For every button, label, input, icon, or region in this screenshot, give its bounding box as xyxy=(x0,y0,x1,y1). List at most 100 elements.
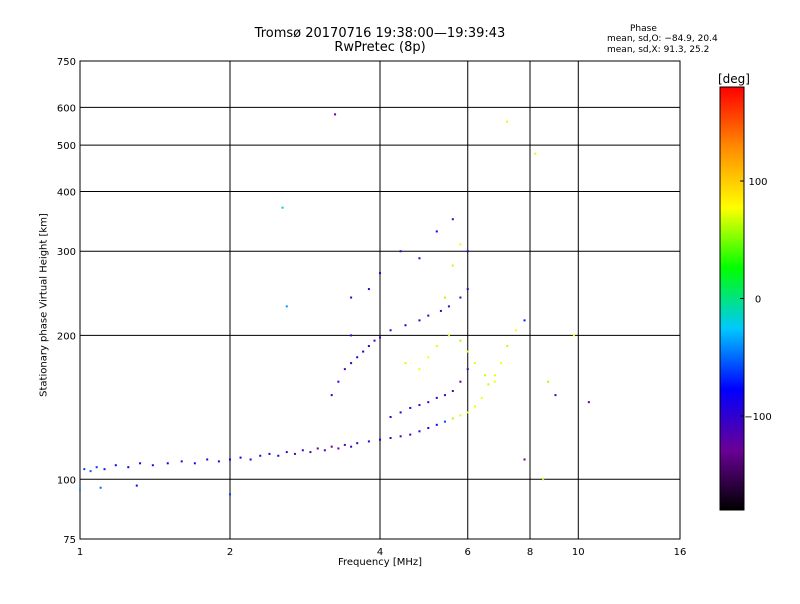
data-point xyxy=(399,411,402,414)
data-point xyxy=(249,458,252,461)
y-tick-label: 400 xyxy=(57,187,76,198)
data-point xyxy=(239,456,242,459)
y-tick-label: 100 xyxy=(57,475,76,486)
y-tick-label: 500 xyxy=(57,141,76,152)
data-point xyxy=(447,305,450,308)
data-point xyxy=(337,447,340,450)
x-tick-label: 4 xyxy=(377,547,383,558)
data-point xyxy=(443,420,446,423)
data-point xyxy=(466,411,469,414)
data-point xyxy=(418,319,421,322)
colorbar: 100 0 −100 xyxy=(719,86,772,511)
data-point xyxy=(493,374,496,377)
x-tick-label: 1 xyxy=(77,547,83,558)
data-point xyxy=(89,470,92,473)
data-point xyxy=(399,435,402,438)
y-tick-label: 600 xyxy=(57,103,76,114)
data-point xyxy=(285,305,288,308)
data-point xyxy=(554,394,557,397)
data-point xyxy=(435,423,438,426)
data-point xyxy=(206,458,209,461)
points-layer xyxy=(79,113,590,496)
data-point xyxy=(285,451,288,454)
data-point xyxy=(99,486,102,489)
data-point xyxy=(277,454,280,457)
data-point xyxy=(379,272,381,275)
data-point xyxy=(301,449,304,452)
data-point xyxy=(459,380,462,383)
colorbar-tick-label: 0 xyxy=(755,295,761,306)
data-point xyxy=(389,329,392,332)
data-point xyxy=(379,336,381,339)
data-point xyxy=(506,120,509,123)
data-point xyxy=(451,389,454,392)
data-point xyxy=(367,288,370,291)
data-point xyxy=(95,466,98,469)
colorbar-tick-label: −100 xyxy=(744,412,771,423)
data-point xyxy=(418,257,421,260)
data-point xyxy=(523,458,526,461)
data-point xyxy=(439,309,442,312)
y-axis-label: Stationary phase Virtual Height [km] xyxy=(38,213,50,397)
ticks-layer: 1 2 4 6 8 10 16 75 100 200 300 400 500 600 750 xyxy=(57,57,686,558)
data-point xyxy=(103,468,106,471)
data-point xyxy=(459,296,462,299)
data-point xyxy=(542,478,545,481)
data-point xyxy=(435,396,438,399)
data-point xyxy=(451,264,454,267)
chart-title-line2: RwPretec (8p) xyxy=(334,40,426,55)
data-point xyxy=(334,113,337,116)
data-point xyxy=(459,339,462,342)
x-tick-label: 2 xyxy=(227,547,233,558)
phase-stats-o-mode: mean, sd,O: −84.9, 20.4 xyxy=(607,34,718,44)
data-point xyxy=(480,396,483,399)
data-point xyxy=(473,405,476,408)
data-point xyxy=(356,356,359,359)
data-point xyxy=(259,454,262,457)
data-point xyxy=(373,339,376,342)
data-point xyxy=(493,380,496,383)
data-point xyxy=(466,350,469,353)
y-tick-label: 750 xyxy=(57,57,76,68)
data-point xyxy=(487,383,490,386)
data-point xyxy=(427,356,430,359)
data-point xyxy=(587,401,590,404)
data-point xyxy=(459,243,462,246)
data-point xyxy=(459,414,462,417)
data-point xyxy=(427,401,430,404)
data-point xyxy=(443,394,446,397)
data-point xyxy=(139,462,142,465)
data-point xyxy=(379,438,381,441)
data-point xyxy=(418,368,421,371)
data-point xyxy=(389,436,392,439)
data-point xyxy=(151,464,154,467)
colorbar-unit-label: [deg] xyxy=(718,72,750,86)
data-point xyxy=(293,452,296,455)
data-point xyxy=(466,250,469,253)
data-point xyxy=(229,493,231,496)
data-point xyxy=(350,334,353,337)
data-point xyxy=(135,484,138,487)
data-point xyxy=(330,394,333,397)
x-tick-label: 16 xyxy=(674,547,687,558)
data-point xyxy=(451,417,454,420)
data-point xyxy=(523,319,526,322)
data-point xyxy=(404,362,407,365)
y-tick-label: 200 xyxy=(57,331,76,342)
data-point xyxy=(180,460,183,463)
grid-layer xyxy=(79,61,681,539)
phase-stats-x-mode: mean, sd,X: 91.3, 25.2 xyxy=(607,45,710,55)
data-point xyxy=(356,442,359,445)
y-tick-label: 300 xyxy=(57,247,76,258)
data-point xyxy=(466,288,469,291)
data-point xyxy=(473,362,476,365)
data-point xyxy=(316,447,319,450)
data-point xyxy=(484,374,487,377)
data-point xyxy=(229,458,231,461)
data-point xyxy=(409,433,412,436)
y-tick-label: 75 xyxy=(63,535,76,546)
x-axis-label: Frequency [MHz] xyxy=(337,557,423,568)
data-point xyxy=(217,460,220,463)
data-point xyxy=(418,430,421,433)
